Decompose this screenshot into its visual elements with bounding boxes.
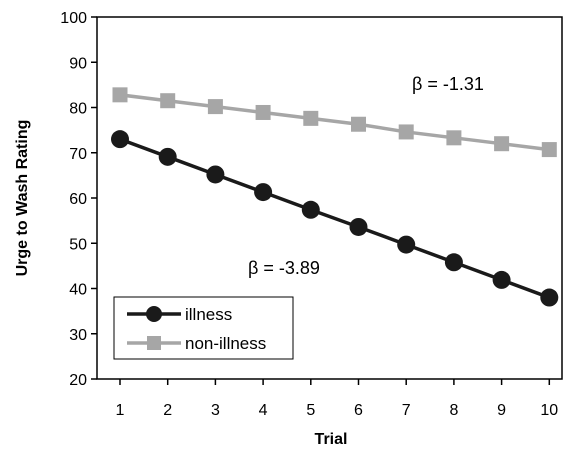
y-tick-label: 80 (69, 101, 87, 118)
data-point-illness (111, 130, 129, 149)
data-point-illness (397, 235, 416, 254)
legend-label-non-illness: non-illness (185, 334, 266, 353)
data-point-non-illness (446, 130, 462, 146)
y-tick-label: 90 (69, 55, 87, 72)
y-tick-label: 60 (69, 191, 87, 208)
legend-box (113, 296, 294, 360)
legend-marker-non-illness (147, 336, 161, 350)
y-axis-title: Urge to Wash Rating (14, 120, 31, 277)
data-point-non-illness (351, 116, 366, 132)
x-tick-label: 10 (540, 402, 558, 419)
legend-marker-illness (146, 306, 162, 322)
data-point-non-illness (541, 142, 557, 158)
data-point-non-illness (398, 124, 414, 140)
data-point-illness (349, 217, 368, 236)
data-point-non-illness (494, 136, 510, 152)
x-axis-title: Trial (315, 431, 348, 448)
x-axis: 1 2 3 4 5 6 7 8 9 10 (116, 379, 558, 419)
x-tick-label: 9 (497, 402, 506, 419)
data-point-illness (301, 200, 320, 219)
x-tick-label: 7 (402, 402, 411, 419)
x-tick-label: 1 (116, 402, 125, 419)
data-point-illness (158, 147, 177, 166)
y-tick-label: 50 (69, 236, 87, 253)
series-non-illness (112, 87, 557, 158)
x-tick-label: 6 (354, 402, 363, 419)
data-point-non-illness (112, 87, 128, 103)
y-axis: 20 30 40 50 60 70 80 90 100 (60, 10, 97, 389)
data-point-non-illness (160, 93, 176, 109)
y-tick-label: 70 (69, 146, 87, 163)
y-tick-label: 40 (69, 282, 87, 299)
x-tick-label: 5 (306, 402, 315, 419)
x-tick-label: 4 (259, 402, 268, 419)
y-tick-label: 30 (69, 327, 87, 344)
data-point-illness (444, 253, 463, 272)
data-point-illness (492, 270, 511, 289)
series-line-illness (119, 137, 550, 300)
y-tick-label: 20 (69, 372, 87, 389)
data-point-illness (254, 183, 273, 202)
y-tick-label: 100 (60, 10, 87, 27)
annotation-illness: β = -3.89 (248, 258, 320, 278)
x-tick-label: 8 (449, 402, 458, 419)
data-point-illness (206, 165, 225, 184)
x-tick-label: 3 (211, 402, 220, 419)
series-layer (111, 87, 559, 307)
legend-label-illness: illness (185, 305, 232, 324)
legend: illness non-illness (113, 296, 294, 360)
x-tick-label: 2 (163, 402, 172, 419)
series-illness (111, 130, 559, 307)
data-point-non-illness (255, 104, 271, 120)
series-line-non-illness (119, 93, 550, 152)
data-point-non-illness (207, 99, 223, 115)
annotation-non-illness: β = -1.31 (412, 74, 484, 94)
data-point-non-illness (303, 110, 319, 126)
data-point-illness (540, 288, 559, 307)
